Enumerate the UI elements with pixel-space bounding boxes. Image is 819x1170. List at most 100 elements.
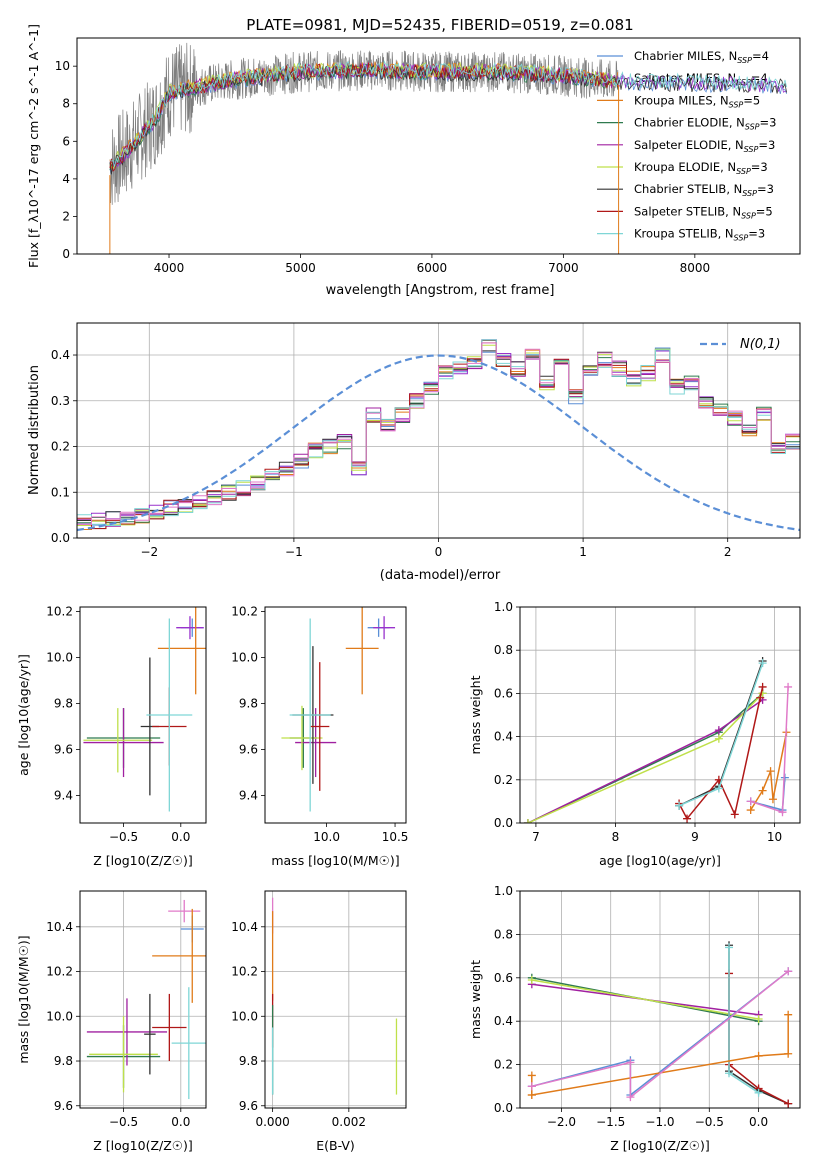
ylabel: mass weight bbox=[468, 675, 483, 754]
x-tick-label: 0.0 bbox=[171, 1115, 190, 1129]
model-spectrum-k_stelib bbox=[109, 60, 787, 167]
y-tick-label: 9.8 bbox=[54, 1054, 73, 1068]
marker-k_miles bbox=[766, 767, 775, 776]
xlabel: Z [log10(Z/Z☉)] bbox=[610, 1138, 710, 1153]
y-tick-label: 9.6 bbox=[239, 1099, 258, 1113]
xlabel: E(B-V) bbox=[316, 1138, 355, 1153]
marker-s_stelib bbox=[683, 814, 692, 823]
xlabel: Z [log10(Z/Z☉)] bbox=[93, 1138, 193, 1153]
marker-k_elodie bbox=[523, 819, 532, 823]
y-tick-label: 10 bbox=[55, 59, 70, 73]
legend-label-sub: SSP bbox=[729, 100, 744, 109]
x-tick-label: 10.0 bbox=[313, 830, 340, 844]
spectrum-panel: PLATE=0981, MJD=52435, FIBERID=0519, z=0… bbox=[26, 16, 801, 298]
y-tick-label: 9.6 bbox=[239, 742, 258, 756]
xlabel: Z [log10(Z/Z☉)] bbox=[93, 853, 193, 868]
histograms bbox=[77, 339, 800, 532]
legend-label-tail: =3 bbox=[760, 116, 777, 130]
y-tick-label: 9.4 bbox=[54, 788, 73, 802]
ylabel: age [log10(age/yr)] bbox=[16, 654, 31, 776]
marker-k_elodie bbox=[714, 734, 723, 743]
series-line-pink bbox=[531, 970, 789, 1099]
legend-label-tail: =3 bbox=[758, 138, 775, 152]
y-tick-label: 10.0 bbox=[231, 651, 258, 665]
mass-age-panel: 10.0 10.5 9.4 9.6 9.8 10.0 10.2 mass [log10(M/M… bbox=[231, 605, 408, 868]
legend-label-sub: SSP bbox=[737, 56, 752, 65]
y-tick-label: 10.2 bbox=[231, 605, 258, 619]
axes-frame bbox=[264, 606, 407, 824]
residuals-panel: (data-model)/error Normed distribution −… bbox=[27, 322, 801, 583]
marker-k_stelib bbox=[754, 1088, 763, 1097]
x-tick-label: 0 bbox=[435, 545, 443, 559]
xlabel: mass [log10(M/M☉)] bbox=[271, 853, 399, 868]
ylabel: mass weight bbox=[468, 960, 483, 1039]
marker-k_miles bbox=[758, 786, 767, 795]
x-tick-label: 6000 bbox=[417, 261, 448, 275]
x-tick-label: 1 bbox=[579, 545, 587, 559]
x-tick-label: −2 bbox=[140, 545, 158, 559]
legend-label-sub: SSP bbox=[736, 78, 751, 87]
legend-label-sub: SSP bbox=[741, 211, 756, 220]
z-age-panel: −0.5 0.0 9.4 9.6 9.8 10.0 10.2 Z [log10(Z/Z☉)] a… bbox=[16, 605, 207, 868]
marker-k_stelib bbox=[714, 784, 723, 793]
z-mass-panel: −0.5 0.0 9.6 9.8 10.0 10.2 10.4 Z [log10(Z/Z☉)]… bbox=[16, 890, 207, 1153]
x-tick-label: −0.5 bbox=[695, 1115, 724, 1129]
y-tick-label: 4 bbox=[62, 172, 70, 186]
y-tick-label: 9.8 bbox=[54, 697, 73, 711]
marker-s_stelib bbox=[784, 1099, 793, 1108]
y-tick-label: 1.0 bbox=[494, 600, 513, 614]
spectrum-ylabel: Flux [f_λ10^-17 erg cm^-2 s^-1 A^-1] bbox=[26, 24, 41, 268]
marker-k_miles bbox=[527, 1071, 536, 1080]
axes-frame bbox=[79, 890, 207, 1109]
ebv-mass-panel: 0.000 0.002 9.6 9.8 10.0 10.2 10.4 E(B-V) bbox=[231, 890, 407, 1153]
y-tick-label: 10.0 bbox=[231, 1009, 258, 1023]
y-tick-label: 9.6 bbox=[54, 1099, 73, 1113]
legend-label-base: Chabrier MILES, N bbox=[634, 49, 737, 63]
legend-label: Chabrier STELIB, NSSP=3 bbox=[634, 182, 774, 198]
legend-label: Kroupa MILES, NSSP=5 bbox=[634, 93, 760, 109]
spectrum-title: PLATE=0981, MJD=52435, FIBERID=0519, z=0… bbox=[246, 16, 633, 34]
y-tick-label: 0.3 bbox=[51, 394, 70, 408]
legend-label-tail: =4 bbox=[752, 49, 769, 63]
legend-label-tail: =5 bbox=[756, 204, 773, 218]
x-tick-label: 10 bbox=[767, 830, 782, 844]
y-tick-label: 0.1 bbox=[51, 485, 70, 499]
y-tick-label: 0.8 bbox=[494, 643, 513, 657]
x-tick-label: 0.002 bbox=[332, 1115, 366, 1129]
marker-s_stelib bbox=[758, 682, 767, 691]
axes-frame bbox=[76, 322, 801, 539]
marker-k_miles bbox=[527, 1090, 536, 1099]
xlabel: age [log10(age/yr)] bbox=[599, 853, 721, 868]
marker-pink bbox=[784, 682, 793, 691]
y-tick-label: 0.4 bbox=[494, 1014, 513, 1028]
x-tick-label: 7000 bbox=[548, 261, 579, 275]
y-tick-label: 9.6 bbox=[54, 742, 73, 756]
legend-label-base: Chabrier ELODIE, N bbox=[634, 116, 745, 130]
legend-label-sub: SSP bbox=[736, 167, 751, 176]
normal-legend-label: N(0,1) bbox=[740, 337, 781, 352]
y-tick-label: 10.2 bbox=[46, 965, 73, 979]
legend-label: Salpeter ELODIE, NSSP=3 bbox=[634, 138, 775, 154]
histogram-k_elodie bbox=[77, 344, 800, 526]
legend-label-base: Kroupa MILES, N bbox=[634, 93, 729, 107]
legend-label: Kroupa ELODIE, NSSP=3 bbox=[634, 160, 768, 176]
z-weight-panel: −2.0 −1.5 −1.0 −0.5 0.0 0.0 0.2 0.4 0.6 0.8 1.0 Z [… bbox=[468, 884, 801, 1153]
legend-label-sub: SSP bbox=[742, 189, 757, 198]
marker-pink bbox=[626, 1058, 635, 1067]
legend-label: Kroupa STELIB, NSSP=3 bbox=[634, 227, 765, 243]
y-tick-label: 0.2 bbox=[494, 1058, 513, 1072]
legend-label-sub: SSP bbox=[734, 234, 749, 243]
age-weight-panel: 7 8 9 10 0.0 0.2 0.4 0.6 0.8 1.0 age [log10(age/yr… bbox=[468, 600, 801, 868]
x-tick-label: −1.5 bbox=[596, 1115, 625, 1129]
errorbars bbox=[271, 897, 398, 1095]
y-tick-label: 10.2 bbox=[231, 965, 258, 979]
marker-s_stelib bbox=[730, 810, 739, 819]
x-tick-label: −0.5 bbox=[109, 1115, 138, 1129]
y-tick-label: 0.4 bbox=[51, 348, 70, 362]
y-tick-label: 0.6 bbox=[494, 686, 513, 700]
marker-pink bbox=[778, 808, 787, 817]
x-tick-label: 0.000 bbox=[255, 1115, 289, 1129]
legend-label: Chabrier MILES, NSSP=4 bbox=[634, 49, 769, 65]
marker-k_elodie bbox=[754, 1015, 763, 1024]
